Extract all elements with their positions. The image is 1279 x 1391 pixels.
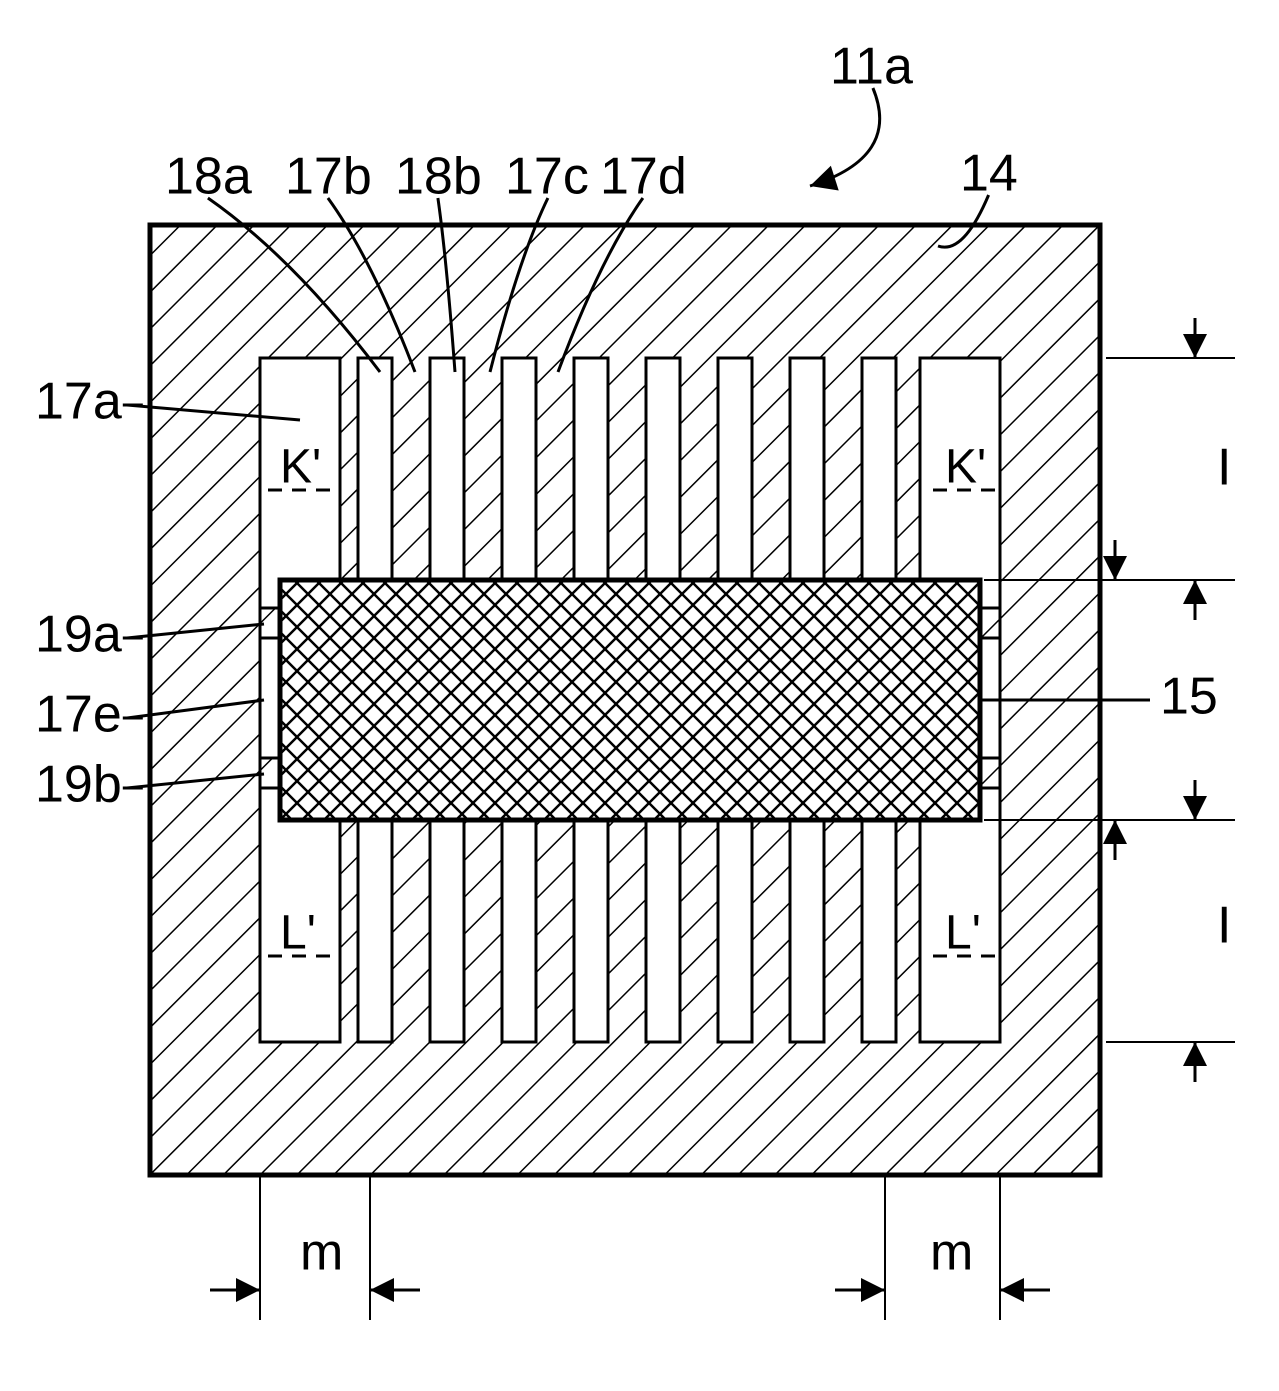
callout-14: 14 <box>960 145 1018 203</box>
technical-figure: K' K' L' L' 11a 14 18a 17b 18b 17c17d 17a 19a 17e 19b… <box>0 0 1279 1391</box>
callout-11a: 11a <box>830 38 913 96</box>
callout-17c: 17c <box>505 148 589 206</box>
callout-18a: 18a <box>165 148 252 206</box>
callout-15: 15 <box>1160 668 1218 726</box>
section-letter-L-3: L' <box>945 907 981 960</box>
callout-17e: 17e <box>35 686 122 744</box>
crosshatched-die <box>280 580 980 820</box>
callout-18b: 18b <box>395 148 482 206</box>
callout-19b: 19b <box>35 756 122 814</box>
callout-17a: 17a <box>35 373 122 431</box>
callout-19a: 19a <box>35 606 122 664</box>
dim-label-I: I <box>1217 439 1231 497</box>
callout-17b: 17b <box>285 148 372 206</box>
section-letter-K-0: K' <box>280 441 321 494</box>
section-letter-L-2: L' <box>280 907 316 960</box>
section-letter-K-1: K' <box>945 441 986 494</box>
leader-11a <box>810 88 880 186</box>
dim-label-m-1: m <box>930 1224 973 1282</box>
dim-label-m-0: m <box>300 1224 343 1282</box>
dim-label-I: I <box>1217 897 1231 955</box>
callout-17d: 17d <box>600 148 687 206</box>
